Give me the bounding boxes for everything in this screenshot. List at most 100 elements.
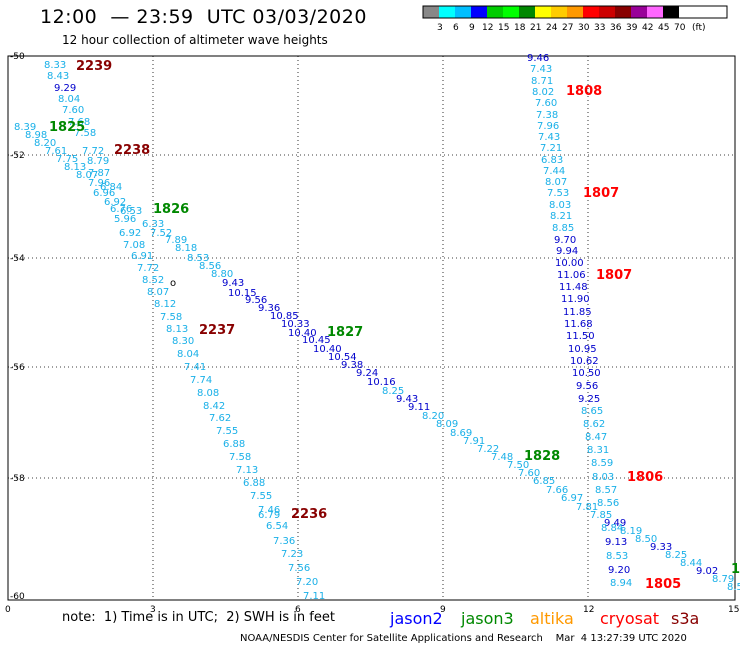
svg-text:8.79: 8.79 xyxy=(87,156,109,167)
svg-text:8.07: 8.07 xyxy=(76,170,98,181)
legend-jason3: jason3 xyxy=(461,609,514,628)
svg-text:6.84: 6.84 xyxy=(100,182,122,193)
svg-text:8.56: 8.56 xyxy=(199,261,221,272)
svg-text:7.46: 7.46 xyxy=(258,505,280,516)
legend-label: 3 xyxy=(437,23,443,33)
svg-text:7.23: 7.23 xyxy=(281,549,303,560)
svg-text:11.85: 11.85 xyxy=(563,307,592,318)
svg-text:8.57: 8.57 xyxy=(595,485,617,496)
svg-text:8.84: 8.84 xyxy=(601,523,623,534)
svg-text:7.72: 7.72 xyxy=(137,263,159,274)
svg-text:7.60: 7.60 xyxy=(535,98,557,109)
svg-text:8.13: 8.13 xyxy=(64,162,86,173)
svg-text:8.53: 8.53 xyxy=(187,253,209,264)
svg-text:9.56: 9.56 xyxy=(576,381,598,392)
legend-label: 39 xyxy=(626,23,638,33)
svg-text:7.62: 7.62 xyxy=(209,413,231,424)
svg-text:8.5: 8.5 xyxy=(727,582,740,593)
y-tick: -58 xyxy=(10,474,25,484)
svg-text:8.47: 8.47 xyxy=(585,432,607,443)
credit-line: NOAA/NESDIS Center for Satellite Applica… xyxy=(240,633,687,644)
svg-text:6.79: 6.79 xyxy=(258,510,280,521)
legend-label: 18 xyxy=(514,23,526,33)
svg-text:7.44: 7.44 xyxy=(543,166,565,177)
svg-text:7.55: 7.55 xyxy=(216,426,238,437)
svg-text:1807: 1807 xyxy=(596,268,632,283)
legend-label: 6 xyxy=(453,23,459,33)
svg-text:8.69: 8.69 xyxy=(450,428,472,439)
svg-text:5.96: 5.96 xyxy=(114,214,136,225)
svg-text:8.30: 8.30 xyxy=(172,336,194,347)
svg-text:8.53: 8.53 xyxy=(606,551,628,562)
svg-text:9.70: 9.70 xyxy=(554,235,576,246)
svg-text:8.62: 8.62 xyxy=(583,419,605,430)
svg-text:10.85: 10.85 xyxy=(270,311,299,322)
svg-text:9.49: 9.49 xyxy=(604,518,626,529)
svg-text:10.00: 10.00 xyxy=(555,258,584,269)
svg-text:7.91: 7.91 xyxy=(463,436,485,447)
svg-text:8.39: 8.39 xyxy=(14,122,36,133)
svg-text:10.45: 10.45 xyxy=(302,335,331,346)
svg-text:11.50: 11.50 xyxy=(566,331,595,342)
svg-text:1806: 1806 xyxy=(627,470,663,485)
svg-text:7.60: 7.60 xyxy=(518,468,540,479)
svg-text:1807: 1807 xyxy=(583,186,619,201)
svg-text:6.76: 6.76 xyxy=(110,204,132,215)
legend-label: 36 xyxy=(610,23,622,33)
svg-text:8.04: 8.04 xyxy=(177,349,199,360)
y-tick: -56 xyxy=(10,363,25,373)
y-ticks: -50 -52 -54 -56 -58 -60 xyxy=(10,52,25,602)
svg-text:6.53: 6.53 xyxy=(120,206,142,217)
svg-text:8.13: 8.13 xyxy=(166,324,188,335)
svg-text:7.53: 7.53 xyxy=(547,188,569,199)
legend-swatch-27 xyxy=(551,6,567,18)
svg-text:6.83: 6.83 xyxy=(541,155,563,166)
svg-text:6.33: 6.33 xyxy=(142,219,164,230)
svg-text:8.79: 8.79 xyxy=(712,574,734,585)
svg-text:7.68: 7.68 xyxy=(68,117,90,128)
svg-text:1805: 1805 xyxy=(645,577,681,592)
svg-text:8.08: 8.08 xyxy=(197,388,219,399)
legend-swatch-3 xyxy=(423,6,439,18)
svg-text:7.85: 7.85 xyxy=(590,510,612,521)
svg-text:10.50: 10.50 xyxy=(572,368,601,379)
svg-text:7.81: 7.81 xyxy=(576,502,598,513)
x-tick: 15 xyxy=(728,605,739,615)
legend-swatch-70 xyxy=(663,6,679,18)
legend-s3a: s3a xyxy=(671,609,700,628)
svg-text:2239: 2239 xyxy=(76,59,112,74)
svg-text:2236: 2236 xyxy=(291,507,327,522)
legend-swatch-30 xyxy=(567,6,583,18)
svg-text:7.21: 7.21 xyxy=(540,143,562,154)
svg-text:8.85: 8.85 xyxy=(552,223,574,234)
plot-frame xyxy=(7,55,736,601)
svg-text:10.16: 10.16 xyxy=(367,377,396,388)
svg-text:8.80: 8.80 xyxy=(211,269,233,280)
svg-text:9.38: 9.38 xyxy=(341,360,363,371)
legend-swatch-12 xyxy=(471,6,487,18)
svg-text:7.75: 7.75 xyxy=(56,154,78,165)
legend-swatch-24 xyxy=(535,6,551,18)
svg-text:7.41: 7.41 xyxy=(184,362,206,373)
legend-label: 30 xyxy=(578,23,590,33)
color-legend: 3 6 9 12 15 18 21 24 27 30 33 36 39 42 4… xyxy=(422,5,728,33)
svg-text:7.50: 7.50 xyxy=(507,460,529,471)
svg-text:7.55: 7.55 xyxy=(250,491,272,502)
svg-text:8.07: 8.07 xyxy=(147,287,169,298)
svg-text:7.61: 7.61 xyxy=(45,146,67,157)
legend-swatch-21 xyxy=(519,6,535,18)
svg-text:8.19: 8.19 xyxy=(620,526,642,537)
x-tick: 12 xyxy=(583,605,594,615)
svg-text:8.03: 8.03 xyxy=(592,472,614,483)
legend-label: 24 xyxy=(546,23,558,33)
x-tick: 0 xyxy=(5,605,11,615)
svg-text:9.46: 9.46 xyxy=(527,53,549,64)
svg-text:9.36: 9.36 xyxy=(258,303,280,314)
svg-text:10.33: 10.33 xyxy=(281,319,310,330)
svg-text:7.58: 7.58 xyxy=(160,312,182,323)
legend-swatch-45 xyxy=(647,6,663,18)
x-ticks: 0 3 6 9 12 15 xyxy=(5,605,739,615)
svg-text:11.06: 11.06 xyxy=(557,270,586,281)
svg-text:8.07: 8.07 xyxy=(545,177,567,188)
